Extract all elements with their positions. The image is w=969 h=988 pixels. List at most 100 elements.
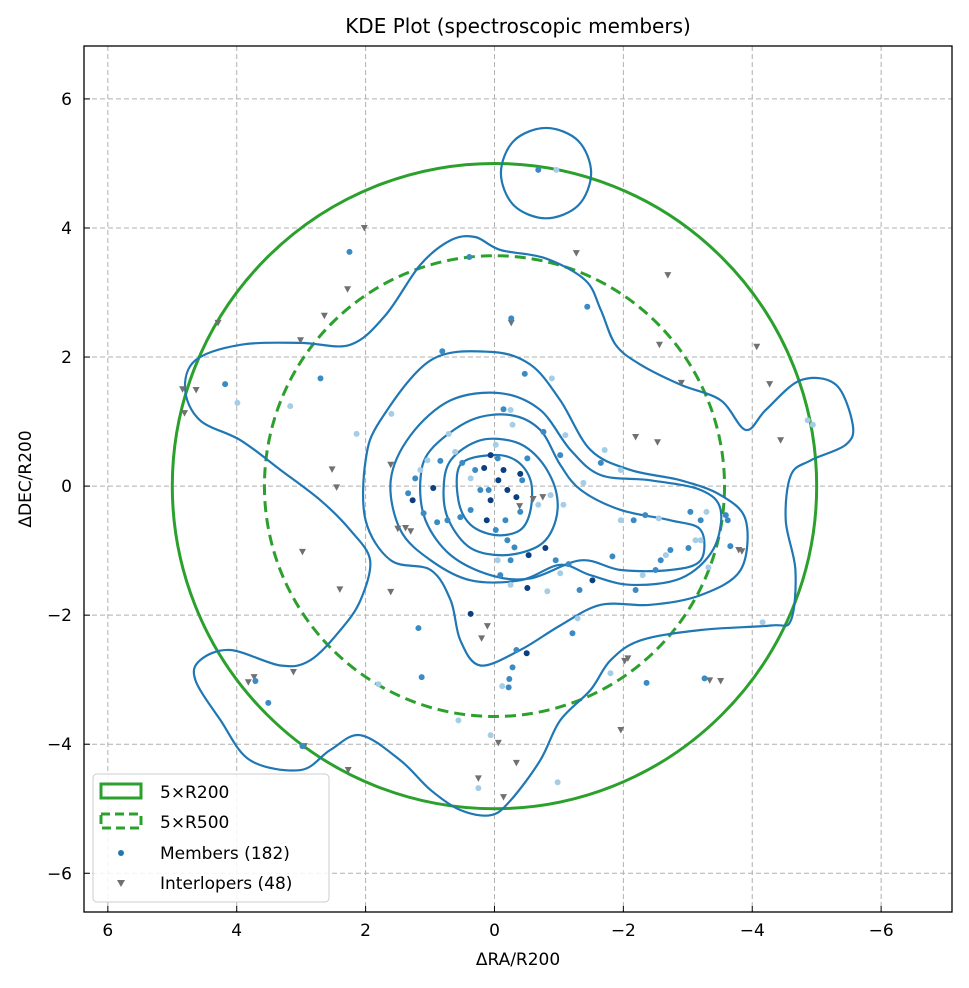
member-point (617, 466, 624, 473)
member-point (525, 552, 532, 559)
x-tick-label: 0 (489, 921, 500, 941)
member-point (521, 370, 528, 377)
interloper-point (706, 677, 714, 684)
member-point (412, 475, 419, 482)
member-point (584, 303, 591, 310)
member-point (222, 381, 229, 388)
member-point (685, 545, 692, 552)
member-point (502, 517, 509, 524)
member-point (662, 552, 669, 559)
y-tick-label: −4 (47, 735, 72, 755)
member-point (687, 508, 694, 515)
member-point (417, 466, 424, 473)
member-point (455, 717, 462, 724)
interloper-point (632, 434, 640, 441)
member-point (472, 466, 479, 473)
interloper-point (214, 319, 222, 327)
member-point (542, 545, 549, 552)
member-point (494, 455, 501, 462)
r500-circle (262, 254, 727, 718)
member-point (692, 537, 699, 544)
interloper-point (244, 679, 252, 686)
member-point (492, 441, 499, 448)
member-point (630, 517, 637, 524)
interloper-point (654, 439, 662, 446)
member-point (553, 166, 560, 173)
legend-swatch-r500 (99, 812, 143, 830)
member-point (601, 446, 608, 453)
member-point (234, 399, 241, 406)
legend-marker-interlopers (117, 880, 125, 887)
member-point (632, 586, 639, 593)
interloper-point (387, 588, 395, 596)
interloper-point (179, 386, 187, 393)
x-axis-label: ΔRA/R200 (476, 950, 560, 970)
member-point (705, 564, 712, 571)
kde-contour-level-1 (499, 126, 593, 220)
member-point (507, 581, 514, 588)
member-point (506, 676, 513, 683)
kde-contour-level-3 (389, 391, 723, 587)
member-point (485, 486, 492, 493)
member-point (639, 572, 646, 579)
interloper-point (320, 312, 328, 320)
legend-box (92, 773, 330, 903)
member-point (497, 572, 504, 579)
y-tick-label: 6 (61, 90, 72, 110)
member-point (507, 406, 514, 413)
interloper-point (344, 767, 352, 774)
member-point (415, 625, 422, 632)
x-tick-label: −2 (611, 921, 636, 941)
member-point (504, 486, 511, 493)
member-point (418, 674, 425, 681)
interloper-point (289, 668, 297, 676)
member-point (667, 546, 674, 553)
member-point (703, 508, 710, 515)
plot-marks (170, 126, 855, 817)
member-point (642, 512, 649, 519)
member-point (524, 585, 531, 592)
member-point (617, 517, 624, 524)
member-point (554, 779, 561, 786)
member-point (287, 403, 294, 410)
member-point (607, 670, 614, 677)
x-tick-label: 2 (360, 921, 371, 941)
member-point (477, 486, 484, 493)
legend-marker-members (118, 850, 124, 856)
member-point (467, 506, 474, 513)
member-point (552, 557, 559, 564)
member-point (513, 494, 520, 501)
interloper-point (512, 759, 520, 767)
interloper-point (494, 739, 502, 747)
member-point (727, 543, 734, 550)
interloper-point (474, 775, 482, 782)
kde-contour-level-2 (362, 350, 749, 667)
x-tick-label: 6 (102, 921, 113, 941)
member-point (265, 699, 272, 706)
y-tick-label: 2 (61, 348, 72, 368)
member-point (452, 448, 459, 455)
member-point (657, 557, 664, 564)
legend-swatch-r200 (99, 782, 143, 800)
member-point (565, 561, 572, 568)
interloper-point (655, 341, 663, 349)
member-point (499, 683, 506, 690)
interloper-point (766, 381, 774, 388)
kde-contour-level-4 (419, 413, 706, 581)
interloper-point (483, 623, 491, 630)
member-point (509, 421, 516, 428)
chart-title: KDE Plot (spectroscopic members) (345, 14, 691, 38)
y-tick-label: −6 (47, 864, 72, 884)
legend: 5×R200 5×R500 Members (182) Interlopers … (92, 773, 330, 903)
member-point (388, 410, 395, 417)
member-point (437, 457, 444, 464)
interloper-point (402, 525, 410, 532)
member-point (557, 452, 564, 459)
interloper-point (516, 503, 524, 510)
interloper-point (738, 548, 746, 555)
member-point (524, 455, 531, 462)
member-point (375, 681, 382, 688)
member-point (505, 684, 512, 691)
member-point (576, 586, 583, 593)
